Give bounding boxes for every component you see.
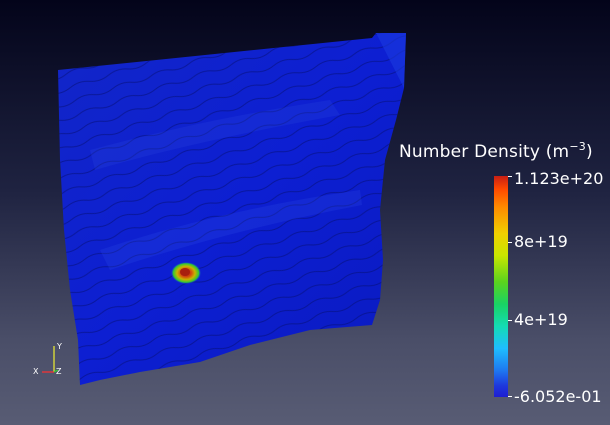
colorbar-tick-2 [508, 320, 512, 321]
colorbar-tick2-label: 4e+19 [514, 310, 568, 329]
colorbar-tick1-label: 8e+19 [514, 232, 568, 251]
axis-y-label: Y [57, 342, 62, 351]
colorbar-max-label: 1.123e+20 [514, 169, 604, 188]
orientation-axes-icon [42, 346, 59, 373]
colorbar-gradient [494, 176, 508, 397]
colorbar-min-label: -6.052e-01 [514, 387, 602, 406]
orientation-axes: Y X Z [24, 340, 74, 382]
colorbar-tick-1 [508, 242, 512, 243]
colorbar-title: Number Density (m−3) [399, 140, 593, 162]
axis-z-label: Z [56, 367, 62, 376]
colorbar-title-exponent: −3 [569, 140, 586, 153]
colorbar-tick-min [508, 396, 512, 397]
axis-x-label: X [33, 367, 39, 376]
colorbar-tick-max [508, 176, 512, 177]
